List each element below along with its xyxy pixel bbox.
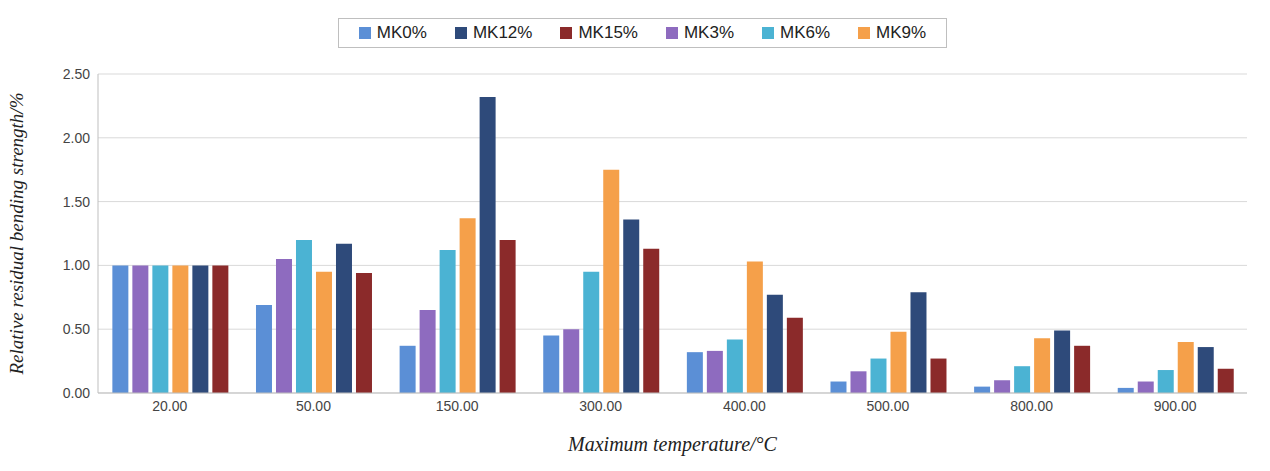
svg-text:2.00: 2.00 — [63, 130, 90, 146]
html-text:MK0%: MK0% — [376, 23, 427, 42]
svg-text:20.00: 20.00 — [152, 398, 187, 414]
html-text:MK6%: MK6% — [780, 23, 831, 42]
svg-text:150.00: 150.00 — [436, 398, 479, 414]
html-text:MK12%: MK12% — [472, 23, 533, 42]
svg-text:1.00: 1.00 — [63, 257, 90, 273]
svg-text:400.00: 400.00 — [723, 398, 766, 414]
html-text:MK3%: MK3% — [684, 23, 734, 42]
svg-text:2.50: 2.50 — [63, 66, 90, 82]
svg-text:900.00: 900.00 — [1154, 398, 1197, 414]
svg-text:1.50: 1.50 — [63, 194, 90, 210]
html-text:MK9%: MK9% — [876, 23, 927, 42]
svg-text:0.00: 0.00 — [63, 385, 90, 401]
svg-text:800.00: 800.00 — [1010, 398, 1053, 414]
html-text:MK15%: MK15% — [578, 23, 638, 42]
svg-text:500.00: 500.00 — [867, 398, 910, 414]
svg-text:300.00: 300.00 — [579, 398, 622, 414]
svg-text:0.50: 0.50 — [63, 321, 90, 337]
svg-text:Relative residual bending stre: Relative residual bending strength/% — [8, 93, 27, 376]
svg-text:50.00: 50.00 — [296, 398, 331, 414]
svg-text:Maximum temperature/°C: Maximum temperature/°C — [567, 433, 778, 456]
